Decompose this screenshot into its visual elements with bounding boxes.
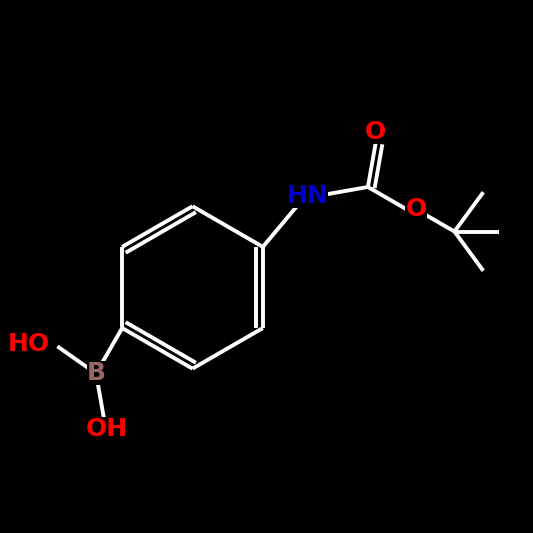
Text: HN: HN <box>287 184 328 208</box>
Text: B: B <box>86 361 106 385</box>
Text: OH: OH <box>86 417 128 441</box>
Text: O: O <box>365 119 386 143</box>
Text: O: O <box>405 197 426 221</box>
Text: HO: HO <box>7 332 50 356</box>
